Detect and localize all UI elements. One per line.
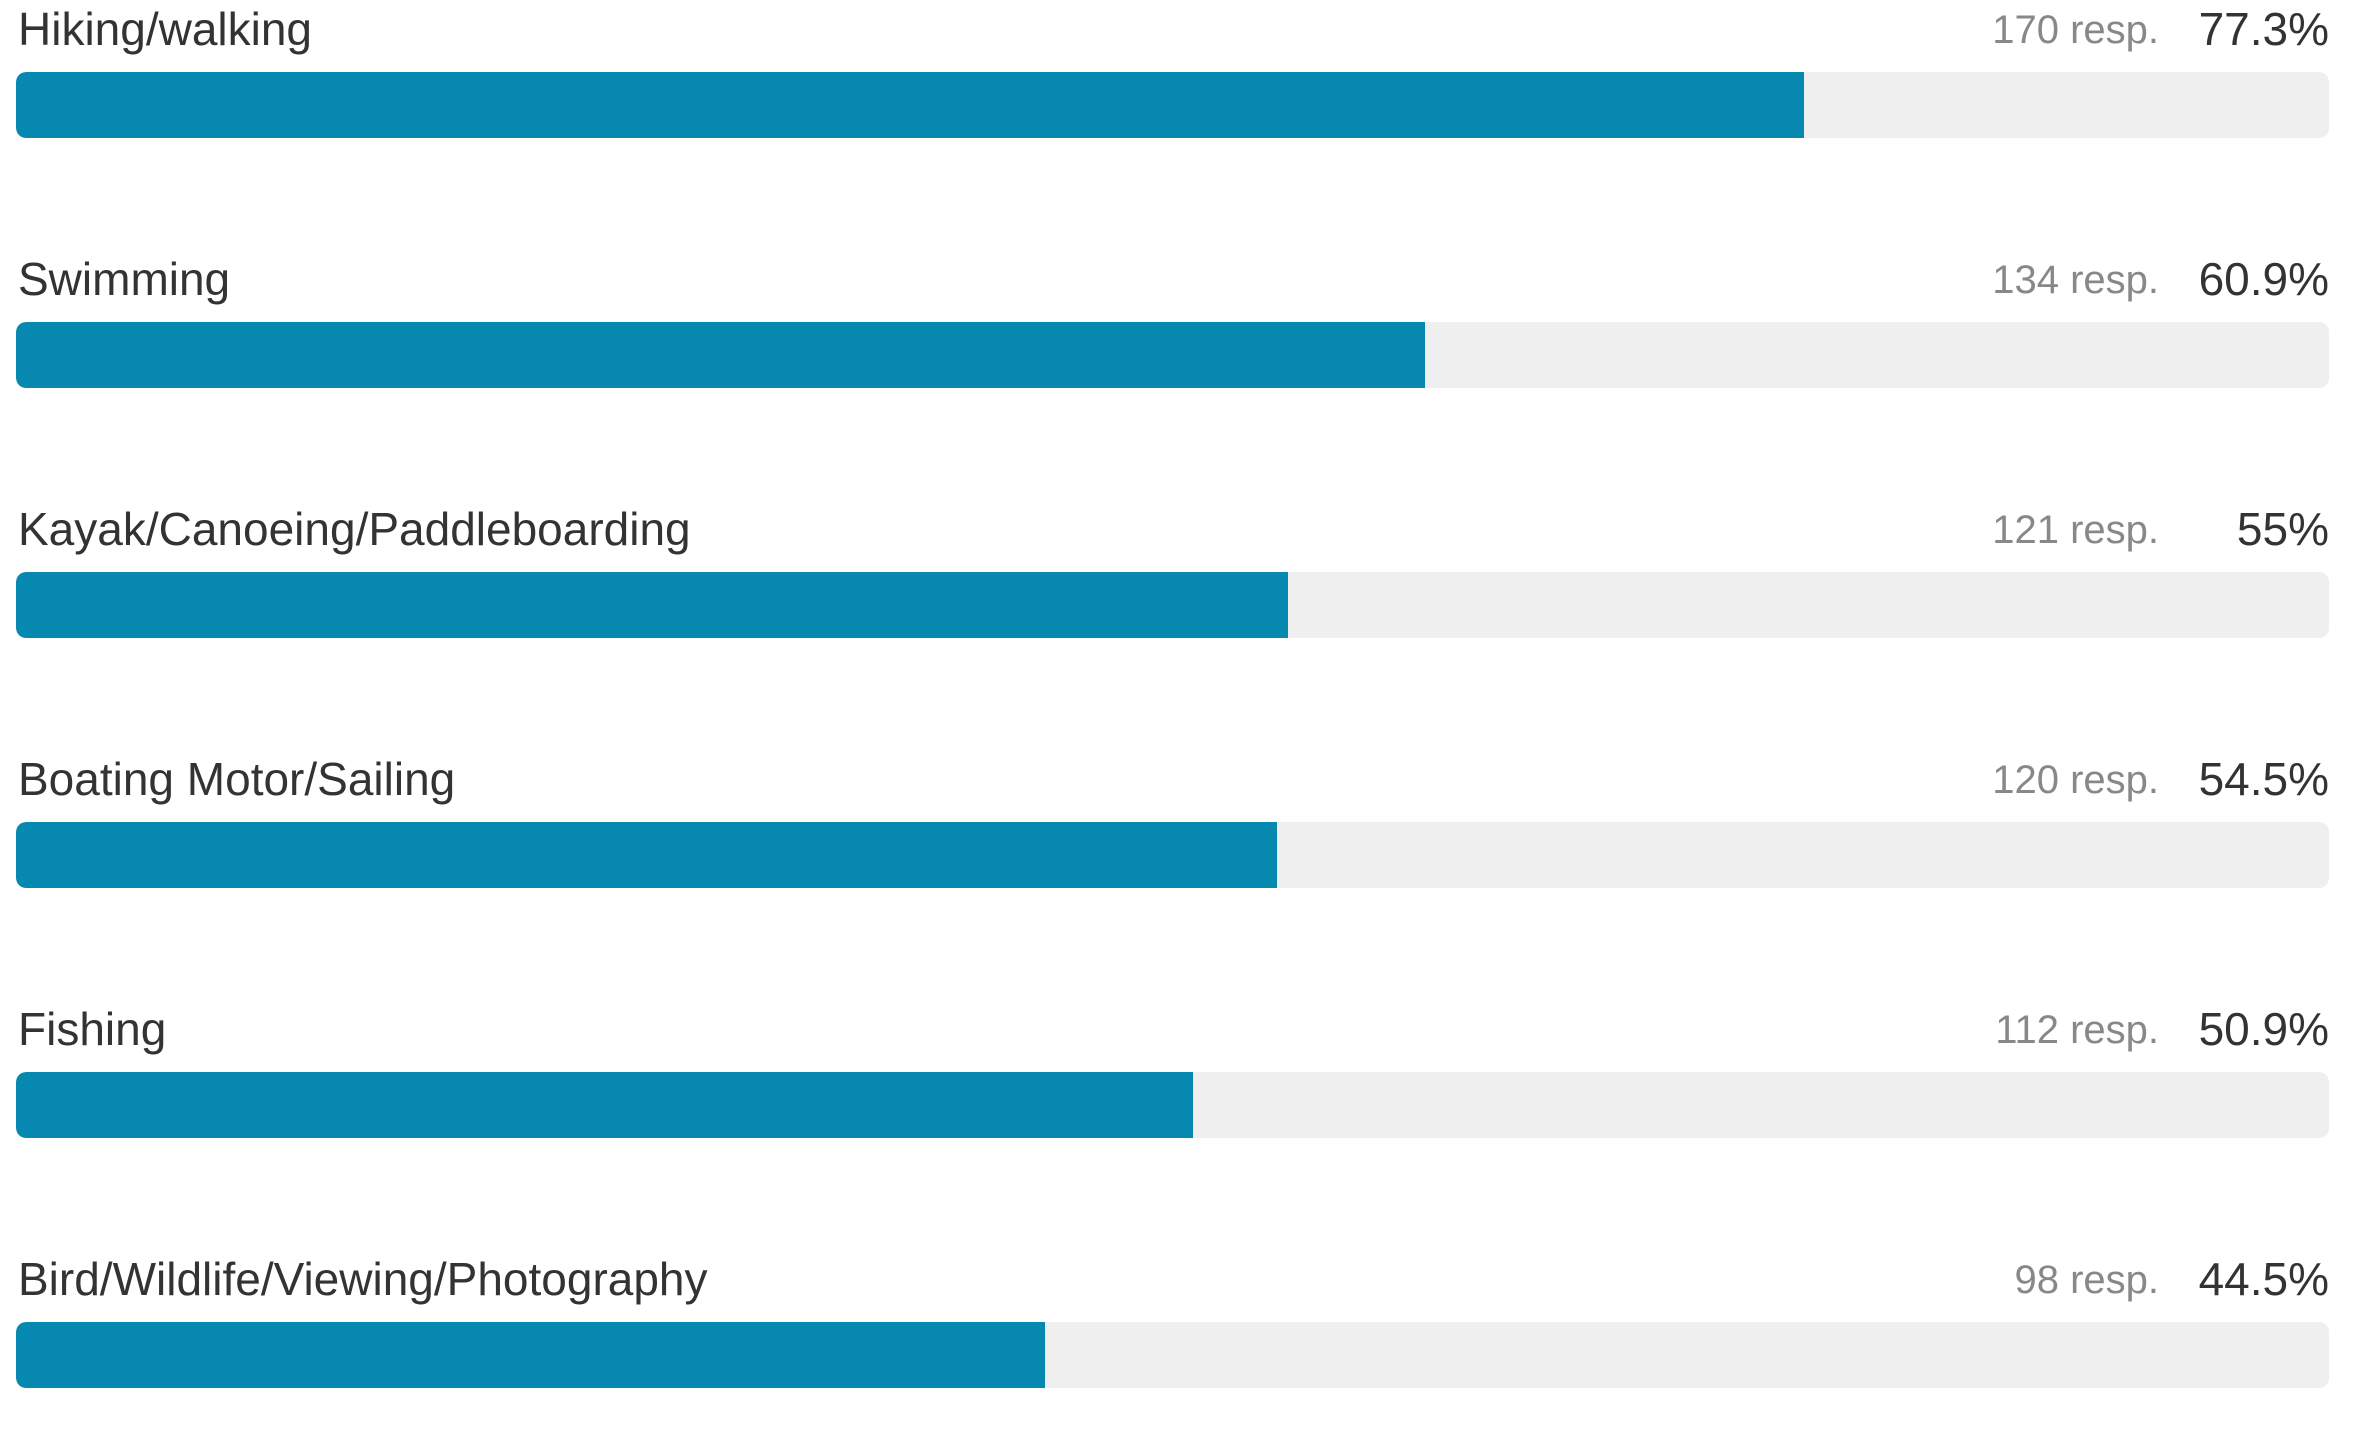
response-count: 120 resp. <box>1992 758 2159 802</box>
response-count: 112 resp. <box>1995 1008 2159 1052</box>
option-label: Swimming <box>18 253 231 305</box>
result-row: Boating Motor/Sailing 120 resp. 54.5% <box>16 750 2329 950</box>
percent-value: 44.5% <box>2198 1253 2329 1305</box>
bar-track <box>16 822 2329 888</box>
percent-value: 54.5% <box>2198 753 2329 805</box>
bar-fill <box>16 322 1425 388</box>
result-row: Swimming 134 resp. 60.9% <box>16 250 2329 450</box>
response-count: 98 resp. <box>2014 1258 2159 1302</box>
bar-track <box>16 572 2329 638</box>
bar-fill <box>16 72 1804 138</box>
percent-value: 77.3% <box>2198 3 2329 55</box>
result-row: Hiking/walking 170 resp. 77.3% <box>16 0 2329 200</box>
bar-track <box>16 322 2329 388</box>
bar-fill <box>16 1072 1194 1138</box>
result-row: Fishing 112 resp. 50.9% <box>16 1000 2329 1200</box>
option-label: Boating Motor/Sailing <box>18 753 456 805</box>
percent-value: 55% <box>2236 503 2329 555</box>
option-label: Hiking/walking <box>18 3 313 55</box>
bar-track <box>16 72 2329 138</box>
bar-track <box>16 1322 2329 1388</box>
bar-fill <box>16 822 1277 888</box>
percent-value: 60.9% <box>2198 253 2329 305</box>
option-label: Fishing <box>18 1003 167 1055</box>
option-label: Kayak/Canoeing/Paddleboarding <box>18 503 691 555</box>
bar-fill <box>16 572 1289 638</box>
percent-value: 50.9% <box>2198 1003 2329 1055</box>
response-count: 134 resp. <box>1992 258 2159 302</box>
bar-fill <box>16 1322 1046 1388</box>
response-count: 170 resp. <box>1992 8 2159 52</box>
result-row: Kayak/Canoeing/Paddleboarding 121 resp. 55… <box>16 500 2329 700</box>
bar-track <box>16 1072 2329 1138</box>
response-count: 121 resp. <box>1992 508 2159 552</box>
result-row: Bird/Wildlife/Viewing/Photography 98 resp… <box>16 1250 2329 1450</box>
survey-results-chart: Hiking/walking 170 resp. 77.3% Swimming 134 … <box>16 0 2329 1388</box>
option-label: Bird/Wildlife/Viewing/Photography <box>18 1253 708 1305</box>
